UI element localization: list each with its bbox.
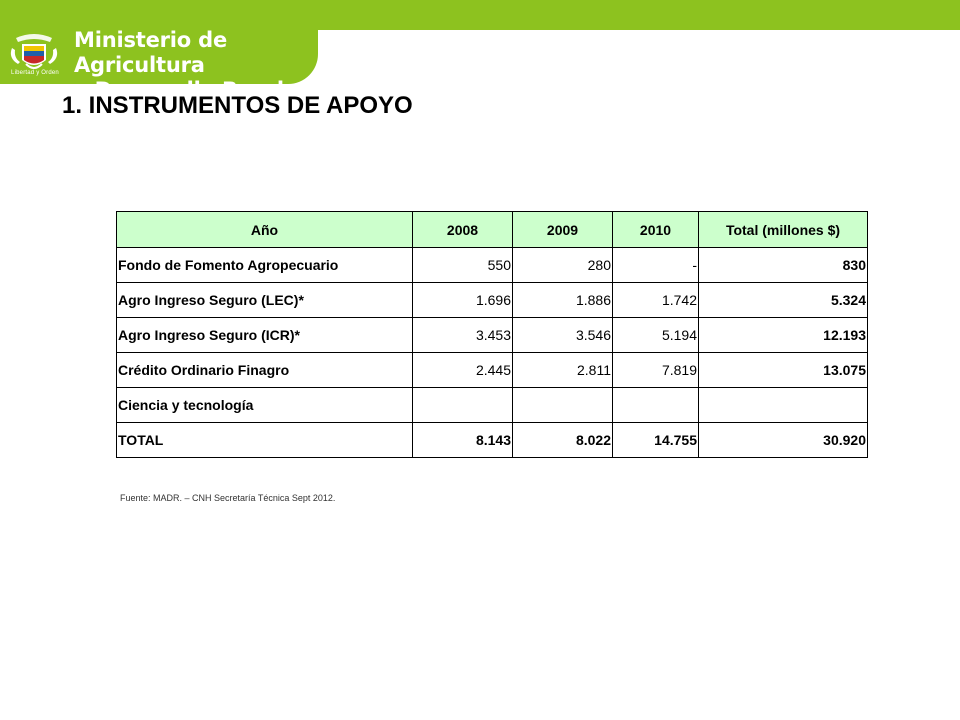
table-row: Crédito Ordinario Finagro 2.445 2.811 7.… xyxy=(116,352,868,388)
row-label: Crédito Ordinario Finagro xyxy=(116,352,413,388)
cell-total: 30.920 xyxy=(698,422,868,458)
cell-2008: 2.445 xyxy=(412,352,513,388)
cell-2008: 3.453 xyxy=(412,317,513,353)
cell-2010: 5.194 xyxy=(612,317,699,353)
column-header-total: Total (millones $) xyxy=(698,211,868,248)
table-total-row: TOTAL 8.143 8.022 14.755 30.920 xyxy=(116,422,868,458)
column-header-2008: 2008 xyxy=(412,211,513,248)
column-header-2010: 2010 xyxy=(612,211,699,248)
cell-2010: 14.755 xyxy=(612,422,699,458)
cell-2009: 1.886 xyxy=(512,282,613,318)
row-label: TOTAL xyxy=(116,422,413,458)
table-header-row: Año 2008 2009 2010 Total (millones $) xyxy=(116,211,868,248)
cell-2008 xyxy=(412,387,513,423)
cell-2009: 8.022 xyxy=(512,422,613,458)
source-note: Fuente: MADR. – CNH Secretaría Técnica S… xyxy=(120,493,336,503)
cell-2009: 2.811 xyxy=(512,352,613,388)
cell-total: 5.324 xyxy=(698,282,868,318)
cell-2010: 1.742 xyxy=(612,282,699,318)
row-label: Agro Ingreso Seguro (LEC)* xyxy=(116,282,413,318)
cell-2008: 1.696 xyxy=(412,282,513,318)
cell-total: 13.075 xyxy=(698,352,868,388)
row-label: Agro Ingreso Seguro (ICR)* xyxy=(116,317,413,353)
cell-total: 830 xyxy=(698,247,868,283)
colombia-coat-of-arms-icon xyxy=(10,34,58,69)
page-title: 1. INSTRUMENTOS DE APOYO xyxy=(62,92,413,119)
ministry-logo-panel: Libertad y Orden Ministerio de Agricultu… xyxy=(0,0,318,102)
cell-2010: - xyxy=(612,247,699,283)
ministry-name-line1: Ministerio de Agricultura xyxy=(74,28,227,77)
column-header-2009: 2009 xyxy=(512,211,613,248)
cell-2009: 3.546 xyxy=(512,317,613,353)
crest-motto: Libertad y Orden xyxy=(11,70,59,76)
row-label: Fondo de Fomento Agropecuario xyxy=(116,247,413,283)
cell-2010: 7.819 xyxy=(612,352,699,388)
cell-2008: 550 xyxy=(412,247,513,283)
ministry-name: Ministerio de Agricultura y Desarrollo R… xyxy=(74,28,318,103)
cell-2009 xyxy=(512,387,613,423)
cell-2009: 280 xyxy=(512,247,613,283)
cell-2008: 8.143 xyxy=(412,422,513,458)
row-label: Ciencia y tecnología xyxy=(116,387,413,423)
support-instruments-table: Año 2008 2009 2010 Total (millones $) Fo… xyxy=(116,211,868,458)
table-row: Fondo de Fomento Agropecuario 550 280 - … xyxy=(116,247,868,283)
table-row: Agro Ingreso Seguro (ICR)* 3.453 3.546 5… xyxy=(116,317,868,353)
cell-total xyxy=(698,387,868,423)
cell-total: 12.193 xyxy=(698,317,868,353)
ministry-name-line2: y Desarrollo Rural xyxy=(74,78,284,102)
table-row: Agro Ingreso Seguro (LEC)* 1.696 1.886 1… xyxy=(116,282,868,318)
table-row: Ciencia y tecnología xyxy=(116,387,868,423)
cell-2010 xyxy=(612,387,699,423)
column-header-year: Año xyxy=(116,211,413,248)
